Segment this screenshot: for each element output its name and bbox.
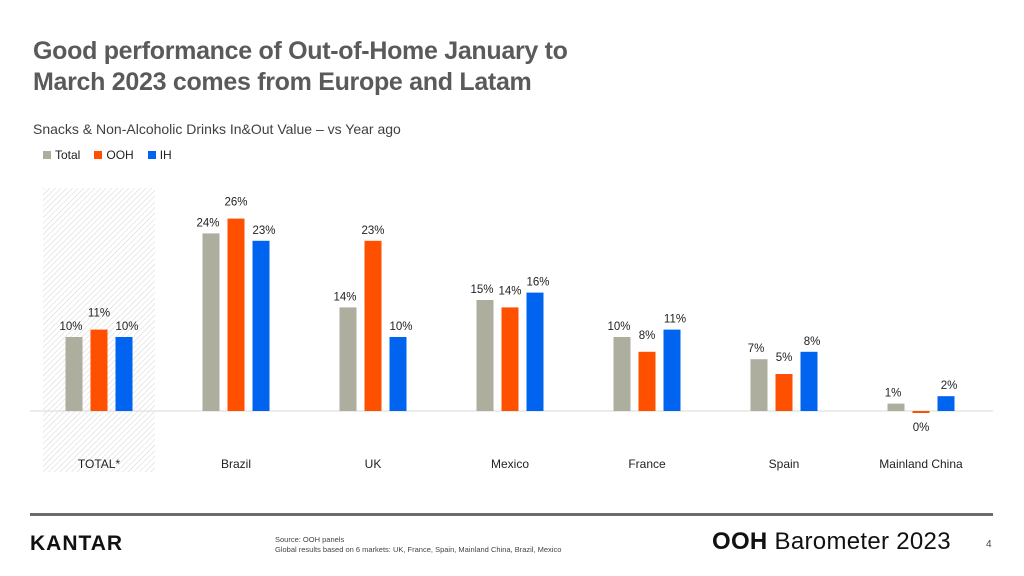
bar-chart: 10% 11% 10% TOTAL* 24% 26% 23% Brazil 14% 23% 10% U… — [30, 188, 993, 472]
source-line-2: Global results based on 6 markets: UK, F… — [275, 545, 562, 554]
bar-ooh-4 — [638, 351, 656, 411]
data-label-ih-5: 8% — [804, 336, 821, 348]
page-title: Good performance of Out-of-Home January … — [33, 36, 733, 98]
bar-ooh-5 — [775, 374, 793, 411]
source-line-1: Source: OOH panels — [275, 535, 345, 544]
data-label-ih-4: 11% — [664, 314, 686, 326]
bar-total-4 — [613, 337, 631, 411]
chart-legend: Total OOH IH — [43, 148, 172, 162]
legend-label-ooh: OOH — [106, 148, 134, 162]
bar-ih-0 — [115, 337, 133, 411]
category-label-1: Brazil — [221, 457, 251, 471]
bar-ih-6 — [937, 396, 955, 411]
data-label-ooh-5: 5% — [776, 352, 793, 364]
data-label-total-1: 24% — [196, 217, 219, 229]
bar-ooh-3 — [501, 307, 519, 411]
category-label-6: Mainland China — [879, 457, 963, 471]
chart-subtitle: Snacks & Non-Alcoholic Drinks In&Out Val… — [33, 121, 401, 137]
legend-swatch-ih — [147, 151, 156, 159]
legend-item-ih: IH — [147, 148, 172, 162]
bar-total-2 — [339, 307, 357, 411]
data-label-ooh-3: 14% — [498, 285, 521, 297]
data-label-ih-3: 16% — [526, 277, 549, 289]
legend-swatch-total — [43, 151, 51, 159]
footer-divider — [30, 513, 993, 516]
category-label-2: UK — [365, 457, 382, 471]
data-label-ooh-1: 26% — [224, 197, 247, 209]
bar-ooh-0 — [90, 329, 108, 411]
brand-bold: OOH — [712, 528, 768, 555]
bar-ih-3 — [526, 292, 544, 411]
category-label-5: Spain — [769, 457, 800, 471]
bar-ih-5 — [800, 351, 818, 411]
data-label-ooh-0: 11% — [88, 308, 110, 320]
legend-item-ooh: OOH — [94, 148, 134, 162]
legend-label-total: Total — [55, 148, 81, 162]
title-line-2: March 2023 comes from Europe and Latam — [33, 68, 532, 96]
category-label-4: France — [628, 457, 666, 471]
data-label-total-2: 14% — [333, 291, 356, 303]
bar-ih-2 — [389, 337, 407, 411]
data-label-ih-2: 10% — [389, 321, 412, 333]
ooh-barometer-brand: OOH Barometer 2023 — [712, 528, 951, 556]
data-label-ooh-2: 23% — [361, 225, 384, 237]
brand-rest: Barometer 2023 — [767, 528, 951, 555]
title-line-1: Good performance of Out-of-Home January … — [33, 37, 568, 65]
bar-total-6 — [887, 403, 905, 411]
bar-ih-1 — [252, 240, 270, 411]
data-label-ooh-6: 0% — [913, 422, 930, 434]
data-label-total-3: 15% — [470, 284, 493, 296]
bar-ooh-6 — [912, 411, 930, 413]
kantar-logo: KANTAR — [30, 532, 124, 555]
data-label-ooh-4: 8% — [639, 330, 656, 342]
page-number: 4 — [986, 539, 992, 550]
data-label-ih-6: 2% — [941, 380, 958, 392]
data-label-total-4: 10% — [607, 321, 630, 333]
bar-total-0 — [65, 337, 83, 411]
bar-ooh-2 — [364, 240, 382, 411]
data-label-ih-0: 10% — [115, 321, 138, 333]
data-label-total-6: 1% — [885, 388, 902, 400]
bar-total-1 — [202, 233, 220, 411]
bar-ih-4 — [663, 329, 681, 411]
legend-swatch-ooh — [94, 151, 103, 159]
data-label-total-0: 10% — [59, 321, 82, 333]
category-label-3: Mexico — [491, 457, 529, 471]
source-note: Source: OOH panels Global results based … — [275, 535, 561, 555]
legend-item-total: Total — [43, 148, 80, 162]
category-label-0: TOTAL* — [78, 457, 121, 471]
bar-ooh-1 — [227, 218, 245, 411]
data-label-ih-1: 23% — [252, 225, 275, 237]
bar-total-5 — [750, 359, 768, 411]
data-label-total-5: 7% — [748, 343, 765, 355]
bar-total-3 — [476, 300, 494, 411]
legend-label-ih: IH — [159, 148, 172, 162]
